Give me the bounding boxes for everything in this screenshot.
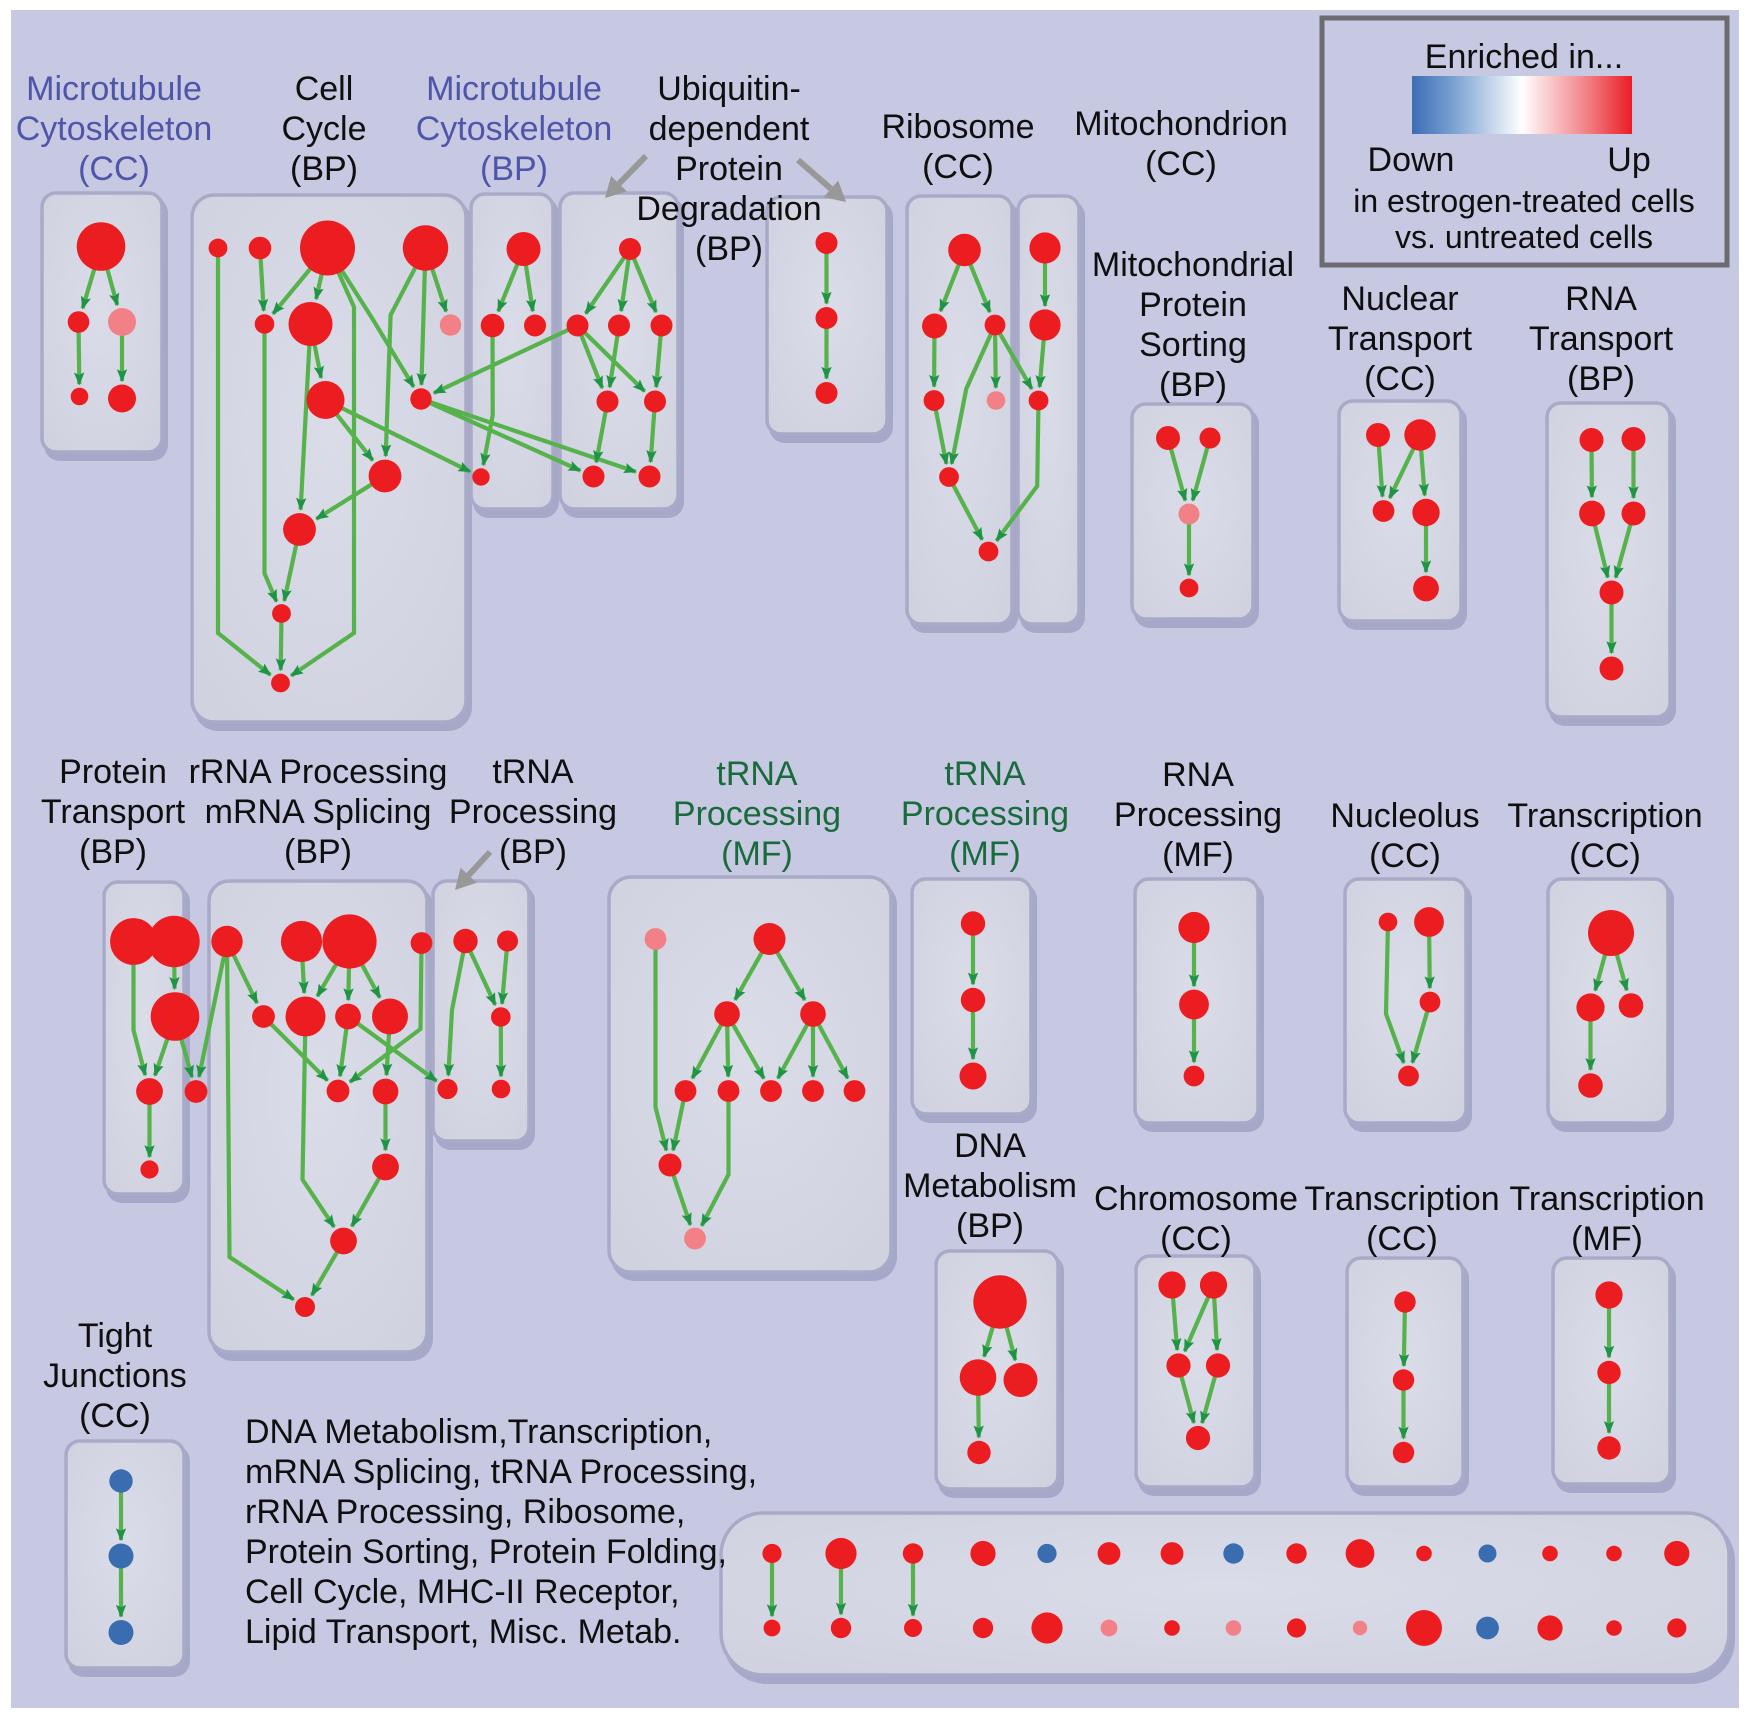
svg-text:(MF): (MF)	[1571, 1220, 1643, 1258]
svg-text:tRNA: tRNA	[716, 755, 798, 793]
svg-text:tRNA: tRNA	[944, 755, 1026, 793]
svg-text:Tight: Tight	[78, 1317, 153, 1355]
svg-text:(CC): (CC)	[1569, 837, 1641, 875]
svg-text:Down: Down	[1368, 141, 1455, 179]
svg-text:Lipid Transport, Misc. Metab.: Lipid Transport, Misc. Metab.	[245, 1613, 682, 1651]
svg-text:(MF): (MF)	[949, 835, 1021, 873]
svg-text:Protein Sorting, Protein Foldi: Protein Sorting, Protein Folding,	[245, 1533, 727, 1571]
svg-text:(BP): (BP)	[499, 833, 567, 871]
svg-text:Degradation: Degradation	[636, 190, 821, 228]
svg-text:(BP): (BP)	[480, 150, 548, 188]
svg-text:Processing: Processing	[449, 793, 617, 831]
svg-text:Protein: Protein	[59, 753, 167, 791]
svg-text:(MF): (MF)	[1162, 836, 1234, 874]
svg-text:Processing: Processing	[901, 795, 1069, 833]
svg-text:DNA Metabolism,Transcription,: DNA Metabolism,Transcription,	[245, 1413, 712, 1451]
svg-text:Processing: Processing	[1114, 796, 1282, 834]
svg-text:RNA: RNA	[1162, 756, 1234, 794]
svg-text:Protein: Protein	[1139, 286, 1247, 324]
svg-text:mRNA Splicing: mRNA Splicing	[205, 793, 432, 831]
svg-text:Protein: Protein	[675, 150, 783, 188]
svg-text:Transcription: Transcription	[1507, 797, 1702, 835]
svg-text:Ubiquitin-: Ubiquitin-	[657, 70, 801, 108]
svg-text:(CC): (CC)	[922, 148, 994, 186]
svg-text:(CC): (CC)	[1160, 1220, 1232, 1258]
svg-text:Transport: Transport	[1328, 320, 1473, 358]
svg-text:Cycle: Cycle	[281, 110, 366, 148]
svg-text:dependent: dependent	[649, 110, 810, 148]
svg-text:(BP): (BP)	[956, 1207, 1024, 1245]
svg-text:Transport: Transport	[1529, 320, 1674, 358]
svg-text:in estrogen-treated cells: in estrogen-treated cells	[1353, 183, 1695, 219]
svg-text:Microtubule: Microtubule	[26, 70, 202, 108]
svg-text:Cell Cycle, MHC-II Receptor,: Cell Cycle, MHC-II Receptor,	[245, 1573, 680, 1611]
svg-text:mRNA Splicing, tRNA Processing: mRNA Splicing, tRNA Processing,	[245, 1453, 757, 1491]
svg-text:tRNA: tRNA	[492, 753, 574, 791]
svg-text:Processing: Processing	[673, 795, 841, 833]
svg-text:Mitochondrion: Mitochondrion	[1074, 105, 1288, 143]
svg-text:(BP): (BP)	[1567, 360, 1635, 398]
svg-text:(BP): (BP)	[284, 833, 352, 871]
svg-text:(CC): (CC)	[1369, 837, 1441, 875]
svg-text:Enriched in...: Enriched in...	[1425, 38, 1623, 76]
svg-text:Cytoskeleton: Cytoskeleton	[16, 110, 213, 148]
svg-text:Nucleolus: Nucleolus	[1330, 797, 1479, 835]
svg-text:DNA: DNA	[954, 1127, 1026, 1165]
svg-text:Chromosome: Chromosome	[1094, 1180, 1298, 1218]
svg-text:Transcription: Transcription	[1304, 1180, 1499, 1218]
svg-text:Nuclear: Nuclear	[1341, 280, 1458, 318]
svg-text:(CC): (CC)	[1366, 1220, 1438, 1258]
svg-text:Microtubule: Microtubule	[426, 70, 602, 108]
svg-text:(BP): (BP)	[290, 150, 358, 188]
svg-text:(CC): (CC)	[1145, 145, 1217, 183]
svg-text:Junctions: Junctions	[43, 1357, 187, 1395]
svg-text:(CC): (CC)	[1364, 360, 1436, 398]
svg-text:(BP): (BP)	[1159, 366, 1227, 404]
svg-text:(BP): (BP)	[695, 230, 763, 268]
svg-text:Cell: Cell	[295, 70, 354, 108]
svg-text:Cytoskeleton: Cytoskeleton	[416, 110, 613, 148]
svg-text:(MF): (MF)	[721, 835, 793, 873]
svg-text:Ribosome: Ribosome	[881, 108, 1034, 146]
svg-text:rRNA Processing, Ribosome,: rRNA Processing, Ribosome,	[245, 1493, 685, 1531]
svg-text:Up: Up	[1607, 141, 1650, 179]
svg-text:Transport: Transport	[41, 793, 186, 831]
svg-text:vs. untreated cells: vs. untreated cells	[1395, 219, 1653, 255]
svg-text:Metabolism: Metabolism	[903, 1167, 1077, 1205]
svg-text:(BP): (BP)	[79, 833, 147, 871]
svg-text:Sorting: Sorting	[1139, 326, 1247, 364]
svg-text:RNA: RNA	[1565, 280, 1637, 318]
svg-text:rRNA Processing: rRNA Processing	[189, 753, 448, 791]
svg-text:(CC): (CC)	[79, 1397, 151, 1435]
svg-text:Mitochondrial: Mitochondrial	[1092, 246, 1294, 284]
svg-text:(CC): (CC)	[78, 150, 150, 188]
svg-text:Transcription: Transcription	[1509, 1180, 1704, 1218]
